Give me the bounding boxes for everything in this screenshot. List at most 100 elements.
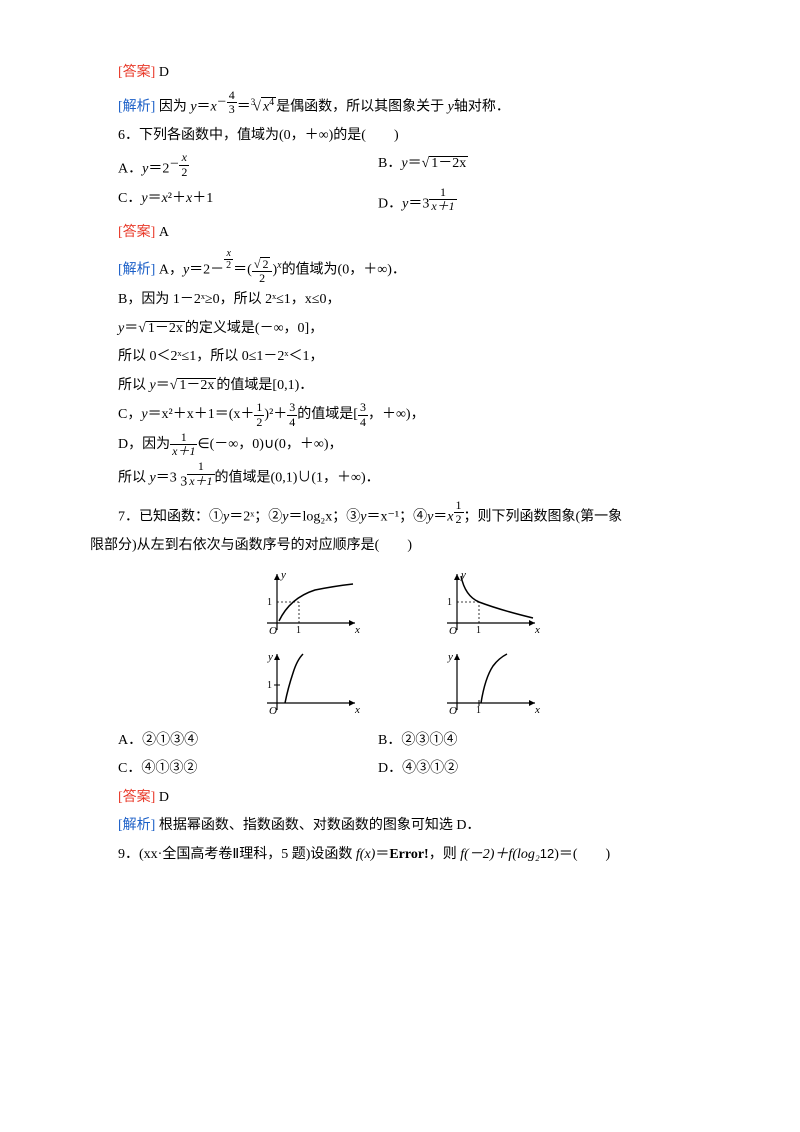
frac-num: x [179, 151, 189, 165]
axis-label: x [354, 624, 360, 636]
text: 轴对称． [454, 99, 510, 114]
frac-num: 3 [287, 401, 297, 415]
axis-label: x [534, 704, 540, 716]
sqrt-body: 2 [260, 257, 270, 270]
frac: 12 [254, 401, 264, 428]
sqrt-body: x4 [261, 97, 276, 115]
q7-optB: B．②③①④ [378, 728, 457, 755]
q-number: 6． [118, 128, 139, 143]
frac-den: 4 [358, 416, 368, 429]
q6-analysis-B3: 所以 0＜2ˣ≤1，所以 0≤1－2ˣ＜1， [90, 344, 710, 371]
analysis-label: [解析] [118, 99, 155, 114]
text: 的值域是(0,1)∪(1，＋∞)． [215, 471, 380, 486]
frac: 34 [287, 401, 297, 428]
eq: ＝ [408, 156, 422, 171]
text: ＝log₂x；③ [288, 509, 360, 524]
text: (x) [360, 847, 376, 862]
frac: √22 [252, 257, 273, 285]
q6-analysis-B1: B，因为 1－2ˣ≥0，所以 2ˣ≤1，x≤0， [90, 287, 710, 314]
sqrt-body: 1－2x [429, 156, 468, 171]
frac-num: √2 [252, 257, 273, 272]
sqrt-body: 1－2x [146, 321, 185, 336]
q6-optC: C．y＝x²＋x＋1 [118, 186, 378, 218]
tick-label: 1 [447, 597, 452, 608]
frac-den: x＋1 [429, 200, 456, 213]
pow: 4 [269, 97, 274, 108]
eq: )²＋ [264, 407, 287, 422]
text: 已知函数：① [139, 509, 223, 524]
eq: ＝ [237, 99, 251, 114]
eq: ＝ [124, 321, 138, 336]
q6-analysis-B2: y＝√1－2x的定义域是(－∞，0]， [90, 316, 710, 343]
sqrt-body: 1－2x [177, 378, 216, 393]
var-x: x [186, 191, 192, 206]
frac-den: 3 [227, 103, 237, 116]
q7-stem-line1: 7．已知函数：①y＝2ˣ；②y＝log₂x；③y＝x⁻¹；④y＝x12；则下列函… [90, 499, 710, 531]
text: 所以 [118, 471, 146, 486]
axis-label: y [460, 569, 466, 581]
exp: －43 [217, 97, 237, 108]
eq: ＝ [148, 191, 162, 206]
tick-label: 1 [296, 625, 301, 636]
text: D，因为 [118, 437, 170, 452]
q6-analysis-C: C，y＝x²＋x＋1＝(x＋12)²＋34的值域是[34，＋∞)， [90, 401, 710, 429]
frac-num: 4 [227, 89, 237, 103]
graph-panel-2: y x O 1 1 [435, 568, 545, 638]
text: )＝( ) [554, 847, 610, 862]
text: f(－2)＋f(log₂ [460, 847, 540, 862]
analysis-label: [解析] [118, 818, 155, 833]
answer-label: [答案] [118, 225, 155, 240]
opt-label: A． [118, 162, 142, 177]
q6-analysis-D1: D，因为1x＋1∈(－∞，0)∪(0，＋∞)， [90, 431, 710, 459]
eq: ＝2 [148, 162, 169, 177]
frac: 34 [358, 401, 368, 428]
axis-label: y [267, 651, 273, 663]
q6-analysis-A: [解析] A，y＝2－x2＝(√22)x的值域为(0，＋∞)． [90, 248, 710, 285]
axis-label: x [354, 704, 360, 716]
eq: ＝2－ [189, 263, 224, 278]
tick-label: 1 [476, 705, 481, 716]
text: ，则 [429, 847, 461, 862]
text: 所以 0＜2ˣ≤1，所以 0≤1－2ˣ＜1， [118, 349, 323, 364]
text: B，因为 1－2ˣ≥0，所以 2ˣ≤1，x≤0， [118, 292, 340, 307]
q6-analysis-D2: 所以 y＝3 31x＋1的值域是(0,1)∪(1，＋∞)． [90, 460, 710, 496]
eq: ＝ [433, 509, 447, 524]
opt-label: C． [118, 191, 141, 206]
text: 根据幂函数、指数函数、对数函数的图象可知选 D． [159, 818, 481, 833]
q6-optA: A．y＝2－x2 [118, 151, 378, 183]
sqrt-icon: √ [170, 378, 178, 393]
frac-den: 2 [179, 166, 189, 179]
sqrt-icon: √ [138, 321, 146, 336]
text: 因为 [159, 99, 187, 114]
axis-label: x [534, 624, 540, 636]
frac-den: 2 [252, 272, 273, 285]
frac-num: 1 [170, 431, 197, 445]
frac-den: 2 [254, 416, 264, 429]
axis-label: y [447, 651, 453, 663]
q6-stem: 6．下列各函数中，值域为(0，＋∞)的是( ) [90, 123, 710, 150]
q7-optC: C．④①③② [118, 756, 378, 783]
text: ＝x⁻¹；④ [366, 509, 427, 524]
q7-options-row1: A．②①③④ B．②③①④ [90, 728, 710, 755]
q-text: 下列各函数中，值域为(0，＋∞)的是( ) [139, 128, 399, 143]
axis-label: y [280, 569, 286, 581]
text: 12 [540, 846, 554, 861]
frac-num: 1 [429, 186, 456, 200]
exp: 1x＋1 [429, 194, 456, 205]
origin-label: O [449, 705, 457, 717]
q5-analysis-line: [解析] 因为 y＝x－43＝3√x4是偶函数，所以其图象关于 y轴对称． [90, 89, 710, 121]
graph-panel-3: y x O 1 [255, 648, 365, 718]
expr: x [162, 191, 168, 206]
q7-graphs: y x O 1 1 y x O 1 1 [90, 568, 710, 718]
frac-num: 3 [358, 401, 368, 415]
q6-answer-line: [答案] A [90, 220, 710, 247]
graph-row-1: y x O 1 1 y x O 1 1 [90, 568, 710, 638]
origin-label: O [269, 625, 277, 637]
q7-options-row2: C．④①③② D．④③①② [90, 756, 710, 783]
exp: 1x＋1 [187, 468, 214, 479]
graph-panel-4: y x O 1 [435, 648, 545, 718]
q6-answer-value: A [159, 225, 169, 240]
eq: ＝ [197, 99, 211, 114]
text: ，＋∞)， [368, 407, 425, 422]
answer-label: [答案] [118, 790, 155, 805]
